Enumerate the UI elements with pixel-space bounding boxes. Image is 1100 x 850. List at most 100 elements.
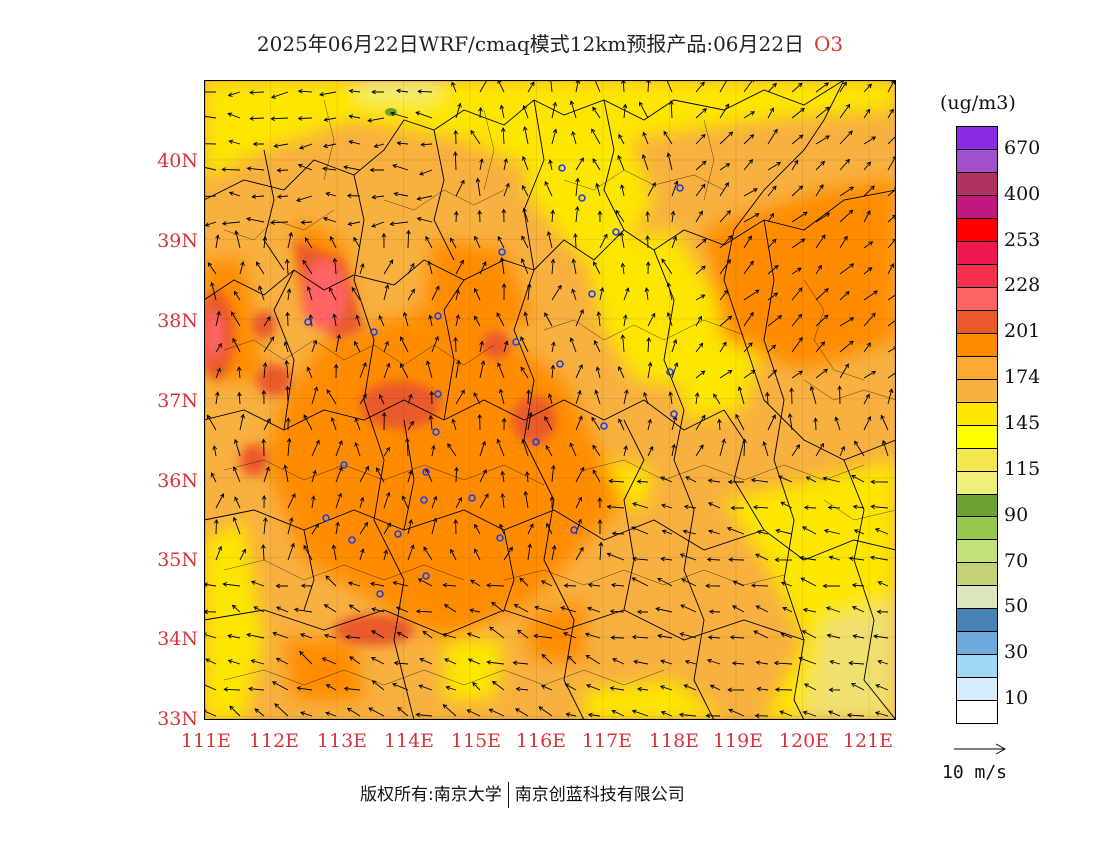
wind-arrow [407,469,413,483]
wind-arrow [863,415,872,431]
wind-arrow [641,154,649,171]
wind-arrow [791,159,799,171]
wind-arrow [323,633,337,639]
wind-arrow [272,631,289,639]
wind-arrow [455,496,462,509]
wind-arrow [407,544,415,561]
wind-arrow [274,703,289,717]
legend-label: 90 [1004,503,1029,526]
wind-arrow [647,361,653,379]
wind-arrow [234,229,241,249]
wind-arrow [501,208,507,223]
wind-arrow [332,257,338,275]
wind-arrow [371,89,384,95]
wind-arrow [526,282,532,301]
wind-arrow [752,504,769,510]
wind-arrow [587,712,601,718]
wind-arrow [839,186,855,197]
wind-arrow [474,235,481,249]
wind-arrow [423,546,433,561]
footer-separator [507,782,509,808]
wind-arrow [671,338,678,353]
wind-arrow [431,444,436,457]
station-marker [676,184,684,192]
legend-label: 145 [1004,412,1041,434]
wind-arrow [851,582,865,588]
wind-arrow [455,389,465,405]
wind-arrow [533,633,553,639]
wind-arrow [415,111,433,119]
wind-arrow [743,213,760,223]
forecast-map[interactable] [204,80,896,720]
wind-arrow [455,313,461,327]
wind-arrow [846,712,865,718]
wind-arrow [521,235,529,249]
wind-arrow [239,260,245,275]
wind-arrow [215,234,220,249]
wind-vectors [204,80,896,719]
wind-arrow [799,555,817,561]
legend-swatch [957,517,997,541]
wind-arrow [666,282,673,301]
wind-arrow [402,311,409,327]
wind-arrow [285,311,290,327]
legend-swatch [957,218,997,242]
wind-arrow [526,389,531,405]
lon-label-119e: 119E [712,730,764,752]
station-marker [422,468,430,476]
wind-arrow [791,287,803,301]
lat-label-34n: 34N [157,628,198,650]
wind-arrow [302,259,313,275]
wind-arrow [755,553,769,561]
wind-arrow [815,160,826,171]
wind-arrow [643,391,649,405]
wind-arrow [345,634,361,640]
wind-arrow [642,131,649,145]
wind-arrow [407,393,413,405]
wind-arrow [383,522,391,535]
wind-arrow [239,548,246,561]
wind-arrow [239,413,245,431]
wind-arrow [544,312,553,327]
lat-label-35n: 35N [157,549,198,571]
wind-arrow [251,194,265,199]
wind-arrow [828,710,841,717]
wind-arrow [500,127,506,145]
wind-arrow [695,133,706,145]
wind-arrow [486,660,505,665]
wind-arrow [618,133,625,145]
wind-arrow [373,143,385,149]
wind-arrow [323,216,337,223]
legend-swatch [957,287,997,311]
wind-arrow [782,606,793,613]
wind-arrow [296,195,313,202]
wind-arrow [215,342,223,353]
wind-arrow [694,392,700,405]
wind-arrow [815,368,829,379]
wind-arrow [300,220,313,225]
wind-arrow [392,682,409,691]
wind-arrow [805,476,817,483]
wind-arrow [263,417,271,431]
station-marker [612,228,620,236]
wind-arrow [255,261,265,275]
wind-arrow [887,108,894,119]
station-marker [432,428,440,436]
wind-arrow [767,238,777,249]
wind-arrow [262,235,268,249]
wind-arrow [708,609,721,614]
wind-arrow [551,464,556,483]
wind-arrow [631,556,649,562]
wind-arrow [271,91,289,99]
wind-arrow [743,289,760,301]
wind-arrow [569,100,577,119]
wind-arrow [571,258,577,275]
wind-arrow [729,635,745,640]
wind-arrow [789,387,794,405]
station-marker [304,318,312,326]
wind-arrow [599,286,605,301]
wind-arrow [231,311,241,327]
wind-arrow [719,341,727,353]
wind-arrow [597,518,603,534]
station-marker [340,461,348,469]
